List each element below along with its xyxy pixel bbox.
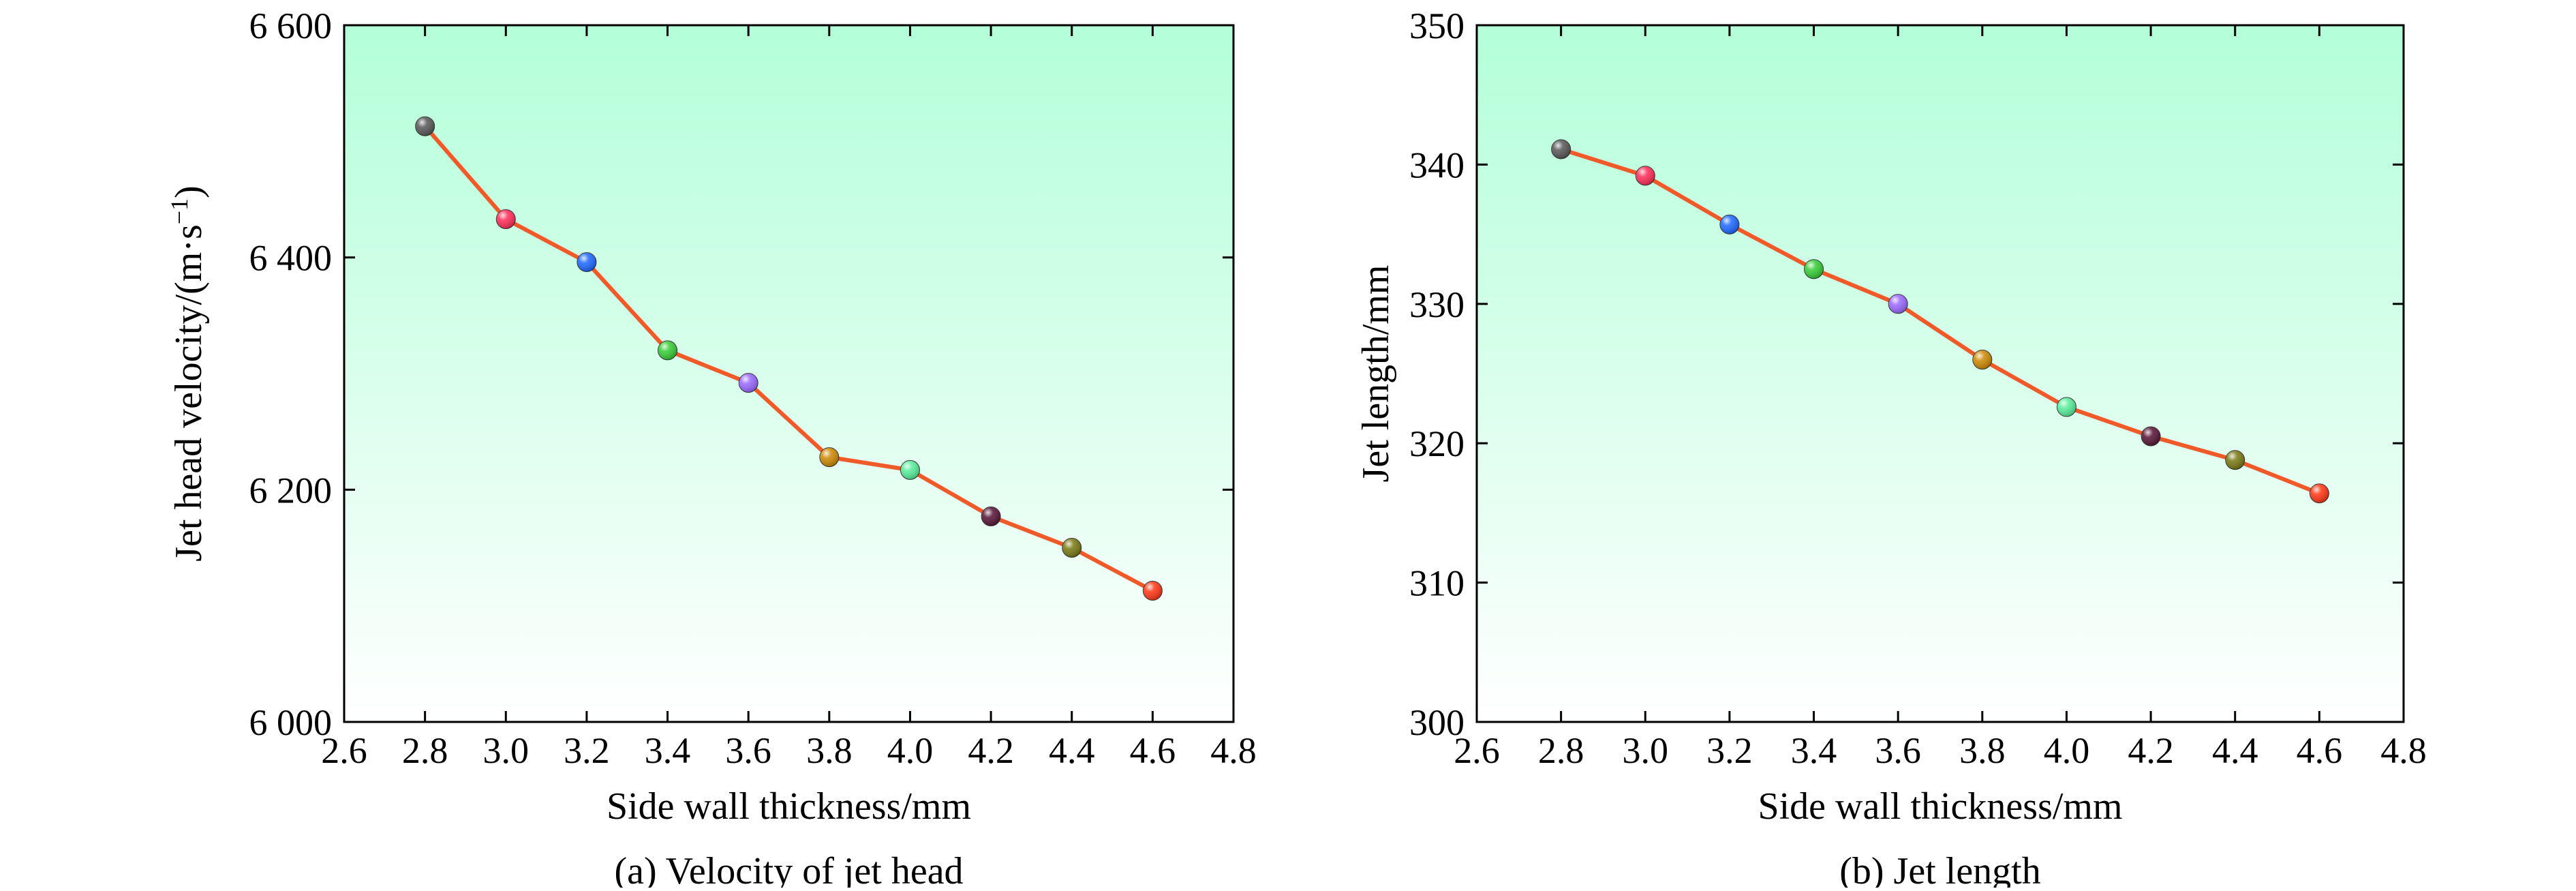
- x-tick-label: 4.0: [2044, 730, 2090, 771]
- y-tick-label: 6 600: [249, 5, 333, 46]
- panel-caption: (b) Jet length: [1839, 850, 2040, 888]
- marker-shine: [2141, 426, 2161, 446]
- marker-shine: [1719, 215, 1739, 235]
- data-point: [658, 340, 678, 361]
- data-point: [1142, 581, 1163, 601]
- marker-shine: [1972, 350, 1992, 369]
- y-tick-label: 300: [1409, 702, 1465, 743]
- x-tick-label: 2.8: [1538, 730, 1584, 771]
- chart-panel-velocity: 2.6 2.8 3.0 3.2 3.4 3.6 3.8 4.0 4.2 4.4 4.6 4.8 6 00…: [166, 5, 1257, 891]
- marker-shine: [2225, 450, 2245, 470]
- x-tick-label: 3.0: [483, 730, 530, 771]
- data-series: [1551, 139, 2329, 504]
- x-tick-label: 3.2: [1706, 730, 1753, 771]
- x-tick-label: 4.4: [1049, 730, 1095, 771]
- data-point: [1062, 538, 1082, 558]
- x-tick-label: 4.0: [887, 730, 934, 771]
- marker-shine: [1143, 581, 1163, 601]
- x-tick-label: 2.6: [1454, 730, 1500, 771]
- marker-shine: [658, 340, 677, 360]
- x-tick-label: 4.6: [2297, 730, 2343, 771]
- plot-background: [1477, 25, 2404, 722]
- y-tick-label: 330: [1409, 284, 1465, 325]
- plot-area: [1477, 25, 2404, 722]
- marker-shine: [1062, 538, 1082, 558]
- x-tick-label: 3.4: [645, 730, 691, 771]
- data-point: [577, 252, 597, 272]
- data-point: [1719, 214, 1740, 235]
- x-tick-label: 3.2: [564, 730, 610, 771]
- data-series: [415, 116, 1163, 601]
- data-point: [2225, 450, 2245, 470]
- data-point: [981, 507, 1001, 527]
- data-point: [415, 116, 435, 136]
- data-point: [1635, 166, 1655, 186]
- y-axis-label: Jet head velocity/(m·s−1): [166, 185, 210, 561]
- y-tick-label: 340: [1409, 145, 1465, 185]
- data-point: [738, 373, 758, 393]
- x-tick-label: 4.6: [1130, 730, 1176, 771]
- axes-frame: [1475, 24, 2405, 723]
- y-axis-label: Jet length/mm: [1355, 265, 1397, 483]
- y-tick-label: 6 200: [249, 470, 333, 511]
- x-tick-label: 3.8: [1959, 730, 2006, 771]
- marker-shine: [496, 209, 516, 229]
- plot-background: [344, 25, 1233, 722]
- series-line: [423, 125, 1154, 593]
- data-point: [1551, 139, 1571, 160]
- marker-shine: [415, 117, 435, 136]
- data-point: [2309, 483, 2329, 504]
- y-tick-label: 6 400: [249, 238, 333, 279]
- x-tick-label: 4.8: [2380, 730, 2427, 771]
- x-axis-label: Side wall thickness/mm: [1758, 785, 2122, 828]
- x-tick-label: 3.6: [1875, 730, 1921, 771]
- y-tick-label: 6 000: [249, 702, 333, 743]
- x-tick-label: 4.8: [1210, 730, 1257, 771]
- axes-frame: [343, 24, 1235, 723]
- x-tick-label: 3.0: [1623, 730, 1669, 771]
- axes: 2.6 2.8 3.0 3.2 3.4 3.6 3.8 4.0 4.2 4.4 4.6 4.8 6 00…: [249, 5, 1257, 771]
- marker-shine: [2057, 397, 2076, 417]
- x-tick-label: 3.8: [806, 730, 853, 771]
- y-tick-label: 350: [1409, 5, 1465, 46]
- marker-shine: [900, 460, 920, 480]
- marker-shine: [1888, 294, 1908, 314]
- data-point: [2141, 426, 2161, 447]
- data-point: [819, 447, 840, 468]
- marker-shine: [739, 373, 758, 393]
- marker-shine: [1551, 139, 1571, 159]
- panel-caption: (a) Velocity of jet head: [614, 850, 963, 888]
- plot-area: [344, 25, 1233, 722]
- x-tick-label: 4.2: [2128, 730, 2174, 771]
- series-line: [1560, 147, 2320, 496]
- x-tick-label: 2.8: [402, 730, 448, 771]
- marker-shine: [1804, 259, 1824, 279]
- marker-shine: [577, 252, 596, 272]
- axes: 2.6 2.8 3.0 3.2 3.4 3.6 3.8 4.0 4.2 4.4 4.6 4.8 300 3…: [1409, 5, 2427, 771]
- y-tick-label: 320: [1409, 423, 1465, 464]
- x-tick-label: 4.4: [2212, 730, 2258, 771]
- data-point: [1804, 259, 1824, 280]
- x-axis-label: Side wall thickness/mm: [607, 785, 971, 828]
- data-point: [2056, 397, 2076, 417]
- x-tick-label: 2.6: [321, 730, 367, 771]
- data-point: [495, 209, 516, 229]
- marker-shine: [981, 507, 1001, 526]
- data-point: [1972, 350, 1993, 370]
- data-point: [1888, 294, 1908, 314]
- x-tick-label: 3.6: [725, 730, 771, 771]
- data-point: [900, 459, 920, 480]
- x-tick-label: 3.4: [1791, 730, 1837, 771]
- marker-shine: [1636, 166, 1655, 185]
- y-tick-label: 310: [1409, 563, 1465, 604]
- marker-shine: [819, 447, 839, 467]
- marker-shine: [2310, 483, 2329, 503]
- x-tick-label: 4.2: [968, 730, 1014, 771]
- chart-panel-jet-length: 2.6 2.8 3.0 3.2 3.4 3.6 3.8 4.0 4.2 4.4 4.6 4.8 300 3…: [1355, 5, 2427, 891]
